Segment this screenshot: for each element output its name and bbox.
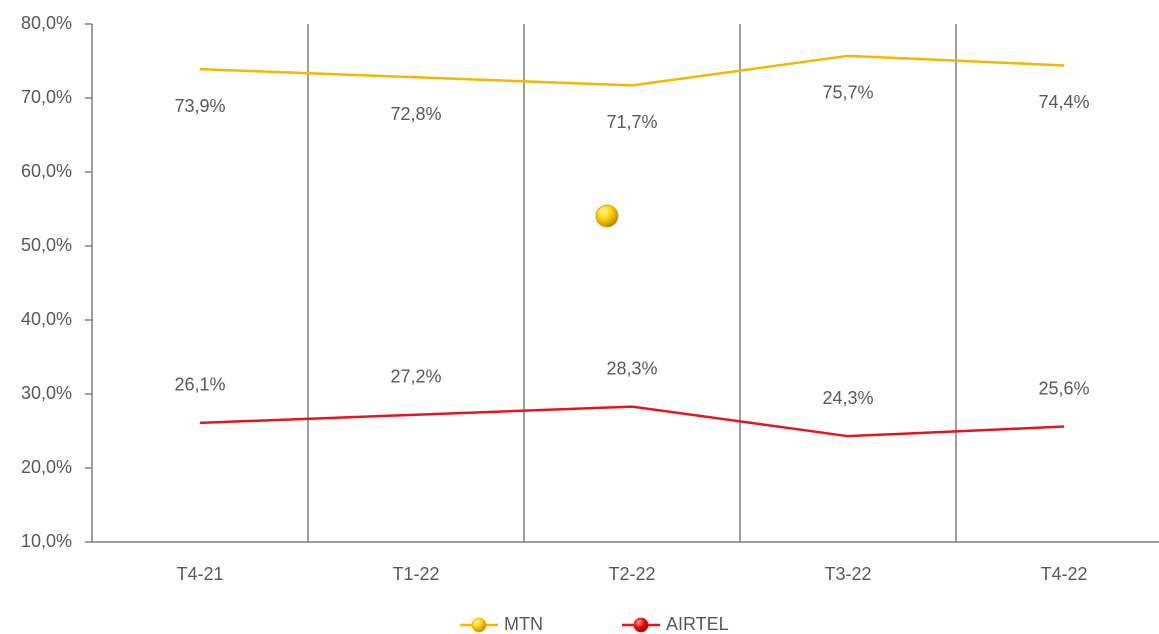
decoration-marker <box>595 204 619 228</box>
x-tick-label: T4-22 <box>1040 564 1087 584</box>
data-label: 24,3% <box>822 388 873 408</box>
data-label: 74,4% <box>1038 92 1089 112</box>
y-tick-label: 80,0% <box>21 13 72 33</box>
legend-marker <box>633 617 649 633</box>
data-label: 28,3% <box>606 358 657 378</box>
y-tick-label: 20,0% <box>21 457 72 477</box>
series-line <box>199 54 1065 87</box>
legend-label: MTN <box>504 614 543 634</box>
x-tick-label: T4-21 <box>176 564 223 584</box>
y-tick-label: 70,0% <box>21 87 72 107</box>
data-label: 75,7% <box>822 83 873 103</box>
legend-label: AIRTEL <box>666 614 729 634</box>
y-tick-label: 30,0% <box>21 383 72 403</box>
data-label: 25,6% <box>1038 378 1089 398</box>
data-label: 27,2% <box>390 366 441 386</box>
y-tick-label: 60,0% <box>21 161 72 181</box>
series-line <box>199 405 1065 438</box>
legend-marker <box>471 617 487 633</box>
x-tick-label: T2-22 <box>608 564 655 584</box>
y-tick-label: 50,0% <box>21 235 72 255</box>
data-label: 72,8% <box>390 104 441 124</box>
x-tick-label: T3-22 <box>824 564 871 584</box>
y-tick-label: 10,0% <box>21 531 72 551</box>
y-tick-label: 40,0% <box>21 309 72 329</box>
data-label: 73,9% <box>174 96 225 116</box>
x-tick-label: T1-22 <box>392 564 439 584</box>
data-label: 71,7% <box>606 112 657 132</box>
data-label: 26,1% <box>174 375 225 395</box>
